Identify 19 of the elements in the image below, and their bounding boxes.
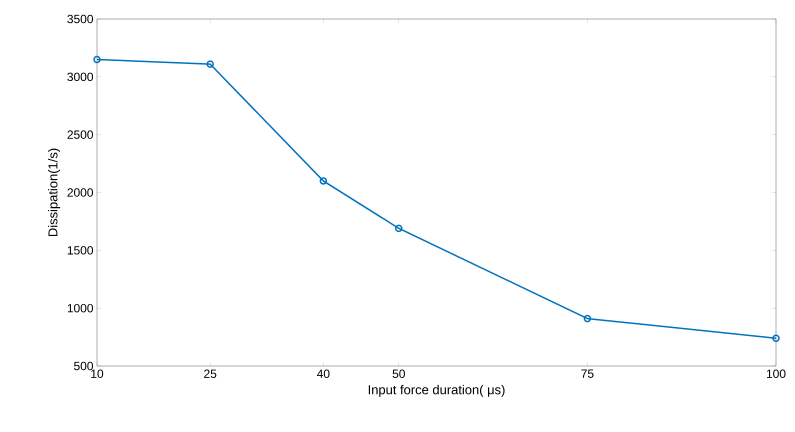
y-tick-label: 2000 bbox=[67, 188, 94, 197]
y-tick-label: 3000 bbox=[67, 72, 94, 82]
y-tick-label: 1500 bbox=[68, 246, 94, 255]
x-tick-label: 75 bbox=[581, 370, 594, 378]
x-tick-label: 25 bbox=[204, 370, 216, 378]
point bbox=[320, 177, 328, 185]
x-tick-label: 50 bbox=[392, 370, 405, 378]
x-axis-title: Input force duration( μs) bbox=[368, 384, 505, 397]
y-tick-label: 2500 bbox=[67, 130, 94, 139]
point bbox=[584, 314, 592, 322]
x-tick-label: 10 bbox=[91, 370, 104, 378]
point bbox=[395, 224, 403, 232]
y-tick-label: 3500 bbox=[67, 14, 94, 24]
y-tick-label: 1000 bbox=[68, 304, 94, 312]
x-tick-label: 40 bbox=[316, 370, 330, 378]
y-tick-label: 500 bbox=[74, 362, 94, 370]
x-tick-label: 100 bbox=[766, 370, 786, 378]
y-axis-title: Dissipation(1/s) bbox=[48, 148, 60, 236]
point bbox=[206, 60, 214, 68]
